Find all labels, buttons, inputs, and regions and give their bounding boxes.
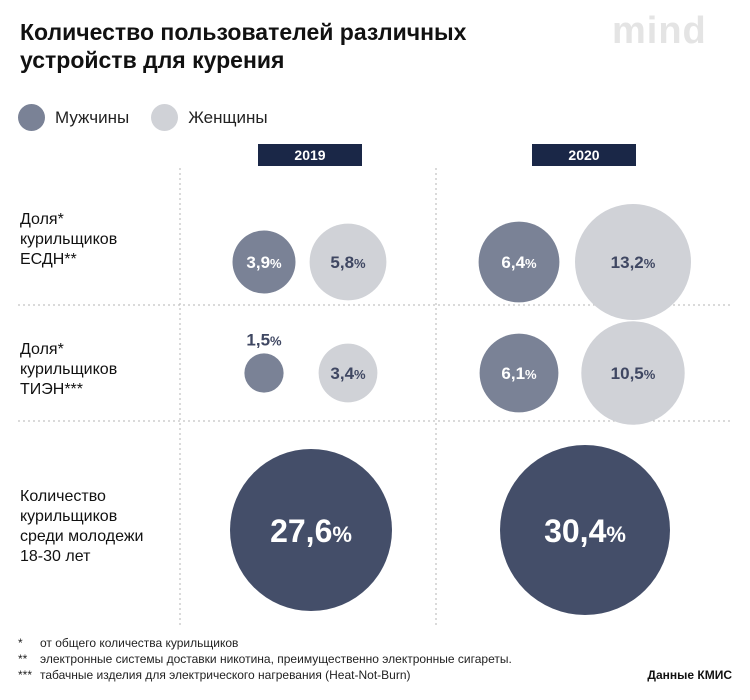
- data-label-women-2019: 5,8%: [330, 253, 366, 272]
- legend-label-women: Женщины: [188, 107, 268, 127]
- legend-item-men: Мужчины: [18, 104, 129, 131]
- bubble-total-2020: [500, 445, 670, 615]
- legend-item-women: Женщины: [151, 104, 268, 131]
- bubble-women-2020: [581, 321, 685, 425]
- data-label-men-2019: 3,9%: [246, 253, 282, 272]
- bubble-women-2020: [575, 204, 691, 320]
- data-label-total-2020: 30,4%: [544, 513, 626, 549]
- legend-label-men: Мужчины: [55, 107, 130, 127]
- bubble-men-2019: [244, 353, 284, 393]
- footnote-1: * от общего количества курильщиков: [18, 636, 239, 650]
- source-label: Данные КМИС: [647, 668, 732, 682]
- title-line-2: устройств для курения: [20, 47, 285, 73]
- data-label-total-2019: 27,6%: [270, 513, 352, 549]
- data-label-women-2020: 13,2%: [611, 253, 656, 272]
- data-label-women-2019: 3,4%: [330, 364, 366, 383]
- data-label-men-2019: 1,5%: [246, 330, 282, 349]
- bubble-men-2020: [479, 333, 559, 413]
- bubble-men-2019: [232, 230, 296, 294]
- brand-logo: mind: [612, 10, 707, 52]
- row-label-youth: Количество курильщиков среди молодежи 18…: [20, 488, 144, 565]
- title-line-1: Количество пользователей различных: [20, 19, 467, 45]
- bubble-total-2019: [230, 449, 392, 611]
- data-label-men-2020: 6,1%: [501, 364, 537, 383]
- row-label-tien: Доля* курильщиков ТИЭН***: [20, 341, 118, 398]
- row-label-esdn: Доля* курильщиков ЕСДН**: [20, 211, 118, 268]
- legend: Мужчины Женщины: [18, 104, 290, 131]
- legend-swatch-men: [18, 104, 45, 131]
- bubble-women-2019: [318, 343, 378, 403]
- legend-swatch-women: [151, 104, 179, 131]
- bubble-men-2020: [478, 221, 560, 303]
- chart-title: Количество пользователей различных устро…: [20, 18, 580, 74]
- bubble-women-2019: [309, 223, 387, 301]
- data-label-men-2020: 6,4%: [501, 253, 537, 272]
- footnote-3: *** табачные изделия для электрического …: [18, 668, 411, 682]
- year-tab-2019: 2019: [258, 144, 362, 166]
- footnote-2: ** электронные системы доставки никотина…: [18, 652, 512, 666]
- data-label-women-2020: 10,5%: [611, 364, 656, 383]
- year-tab-2020: 2020: [532, 144, 636, 166]
- footnotes: * от общего количества курильщиков ** эл…: [18, 635, 512, 683]
